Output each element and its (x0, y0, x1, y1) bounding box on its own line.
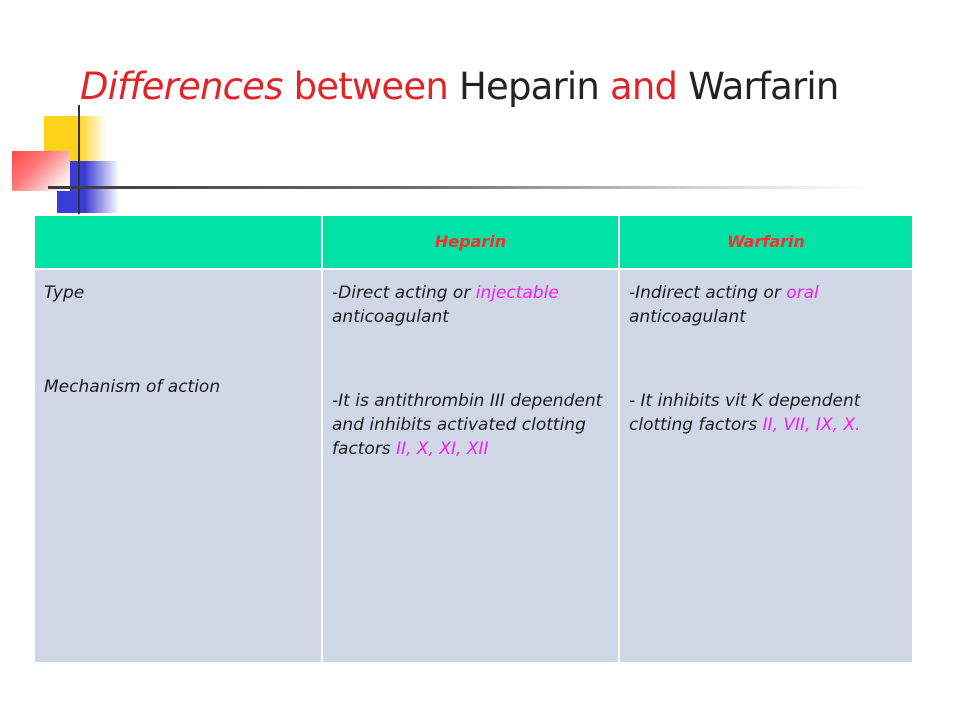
slide-title: Differences between Heparin and Warfarin (80, 68, 839, 105)
warfarin-mechanism-text: - It inhibits vit K dependent clotting f… (629, 389, 902, 437)
warfarin-type-text: -Indirect acting or oral anticoagulant (629, 281, 902, 329)
heparin-mechanism-text: -It is antithrombin III dependent and in… (332, 389, 608, 461)
warfarin-mechanism-highlight: II, VII, IX, X. (762, 415, 861, 435)
header-warfarin: Warfarin (618, 214, 914, 270)
row-label-type: Type (44, 283, 85, 303)
horizontal-rule (48, 186, 868, 189)
header-empty-cell (33, 214, 323, 270)
heparin-type-part2: anticoagulant (332, 307, 449, 327)
heparin-mechanism-highlight: II, X, XI, XII (396, 439, 489, 459)
title-word-between: between (293, 65, 449, 108)
heparin-cell: -Direct acting or injectable anticoagula… (321, 268, 620, 664)
heparin-mechanism-part1: -It is antithrombin III dependent and in… (332, 391, 603, 459)
row-label-mechanism: Mechanism of action (44, 377, 221, 397)
title-word-heparin: Heparin (458, 65, 600, 108)
table-header-row: Heparin Warfarin (33, 214, 914, 270)
header-heparin: Heparin (321, 214, 620, 270)
heparin-type-text: -Direct acting or injectable anticoagula… (332, 281, 608, 329)
warfarin-mechanism-part1: - It inhibits vit K dependent clotting f… (629, 391, 861, 435)
warfarin-type-part1: -Indirect acting or (629, 283, 781, 303)
warfarin-type-highlight: oral (786, 283, 819, 303)
heparin-type-part1: -Direct acting or (332, 283, 471, 303)
title-word-differences: Differences (80, 65, 283, 108)
title-word-and: and (610, 65, 678, 108)
title-word-warfarin: Warfarin (688, 65, 839, 108)
warfarin-type-part2: anticoagulant (629, 307, 746, 327)
comparison-table: Heparin Warfarin Type Mechanism of actio… (33, 214, 914, 664)
warfarin-cell: -Indirect acting or oral anticoagulant -… (618, 268, 914, 664)
vertical-rule (78, 105, 80, 215)
red-square-decoration (12, 151, 70, 191)
row-labels-cell: Type Mechanism of action (33, 268, 323, 664)
heparin-type-highlight: injectable (475, 283, 559, 303)
table-body-row: Type Mechanism of action -Direct acting … (33, 268, 914, 664)
